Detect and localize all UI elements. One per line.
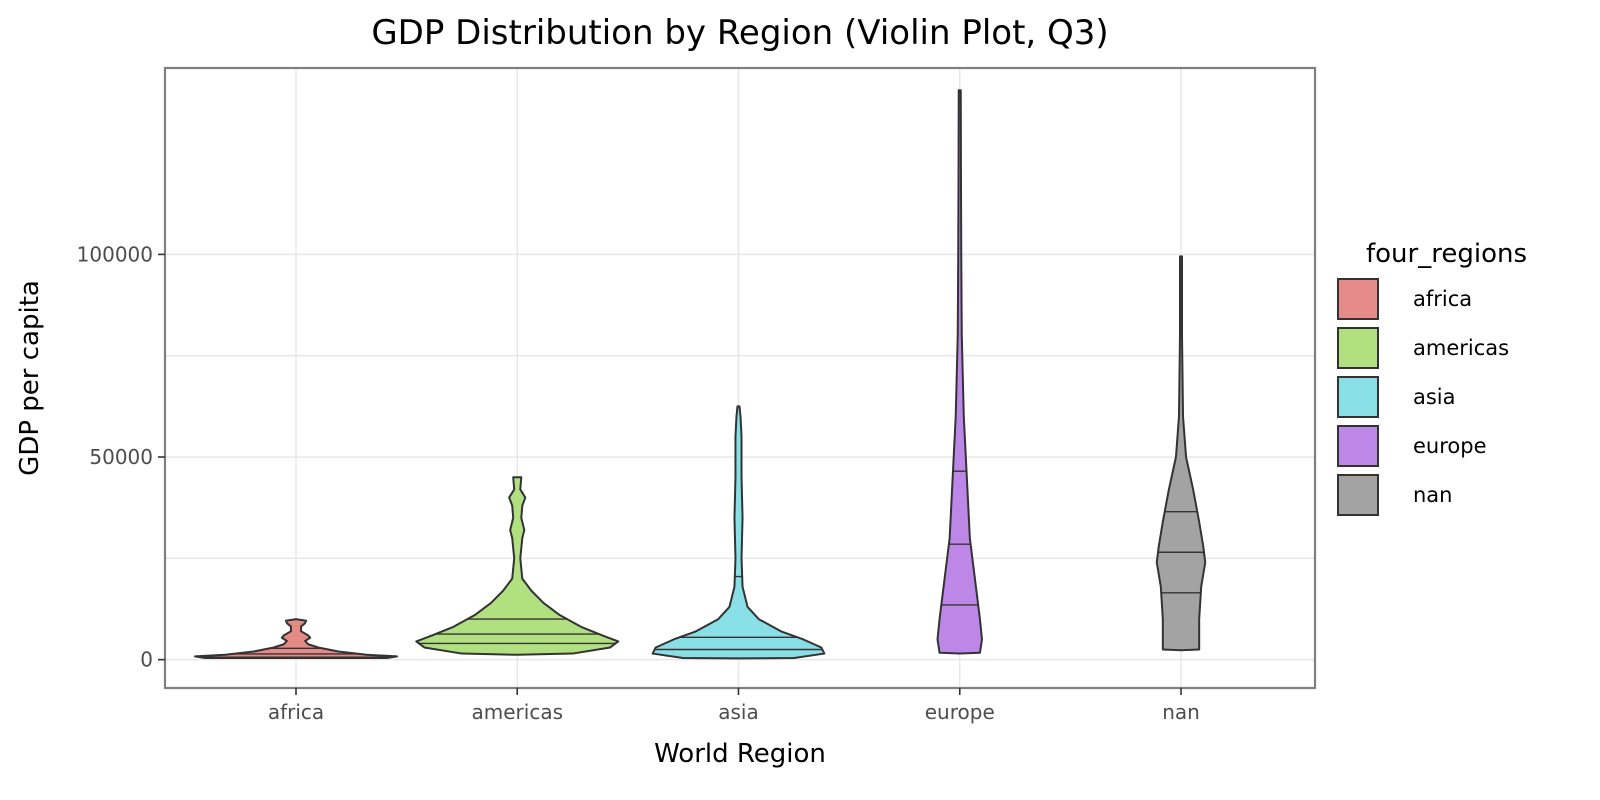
y-tick-label: 100000 xyxy=(77,242,153,266)
y-tick-label: 50000 xyxy=(89,445,153,469)
violin-americas xyxy=(415,476,620,656)
x-axis-ticks: africa americas asia europe nan xyxy=(268,688,1200,724)
chart-title: GDP Distribution by Region (Violin Plot,… xyxy=(371,13,1108,53)
y-axis-title: GDP per capita xyxy=(15,280,45,476)
x-tick-label: asia xyxy=(718,700,759,724)
legend-label: americas xyxy=(1413,336,1509,360)
legend-label: europe xyxy=(1413,434,1487,458)
x-tick-label: nan xyxy=(1162,700,1200,724)
y-tick-label: 0 xyxy=(140,648,153,672)
violins xyxy=(194,89,1207,660)
y-axis-ticks: 0 50000 100000 xyxy=(77,242,165,672)
legend-key-nan xyxy=(1337,474,1379,516)
legend-key-asia xyxy=(1337,376,1379,418)
violin-europe xyxy=(936,89,983,655)
x-axis-title: World Region xyxy=(654,739,826,769)
violin-asia xyxy=(651,405,826,660)
legend-title: four_regions xyxy=(1366,239,1527,269)
violin-nan xyxy=(1155,255,1207,652)
legend-key-europe xyxy=(1337,425,1379,467)
x-tick-label: africa xyxy=(268,700,324,724)
legend-items: africa americas asia europe nan xyxy=(1337,278,1509,516)
x-tick-label: americas xyxy=(472,700,564,724)
legend: four_regions africa americas asia europe nan xyxy=(1337,239,1527,516)
violin-africa xyxy=(194,618,398,660)
legend-label: nan xyxy=(1413,483,1453,507)
x-tick-label: europe xyxy=(925,700,995,724)
plot-panel xyxy=(163,66,1317,690)
legend-key-americas xyxy=(1337,327,1379,369)
legend-key-africa xyxy=(1337,278,1379,320)
legend-label: asia xyxy=(1413,385,1456,409)
legend-label: africa xyxy=(1413,287,1472,311)
